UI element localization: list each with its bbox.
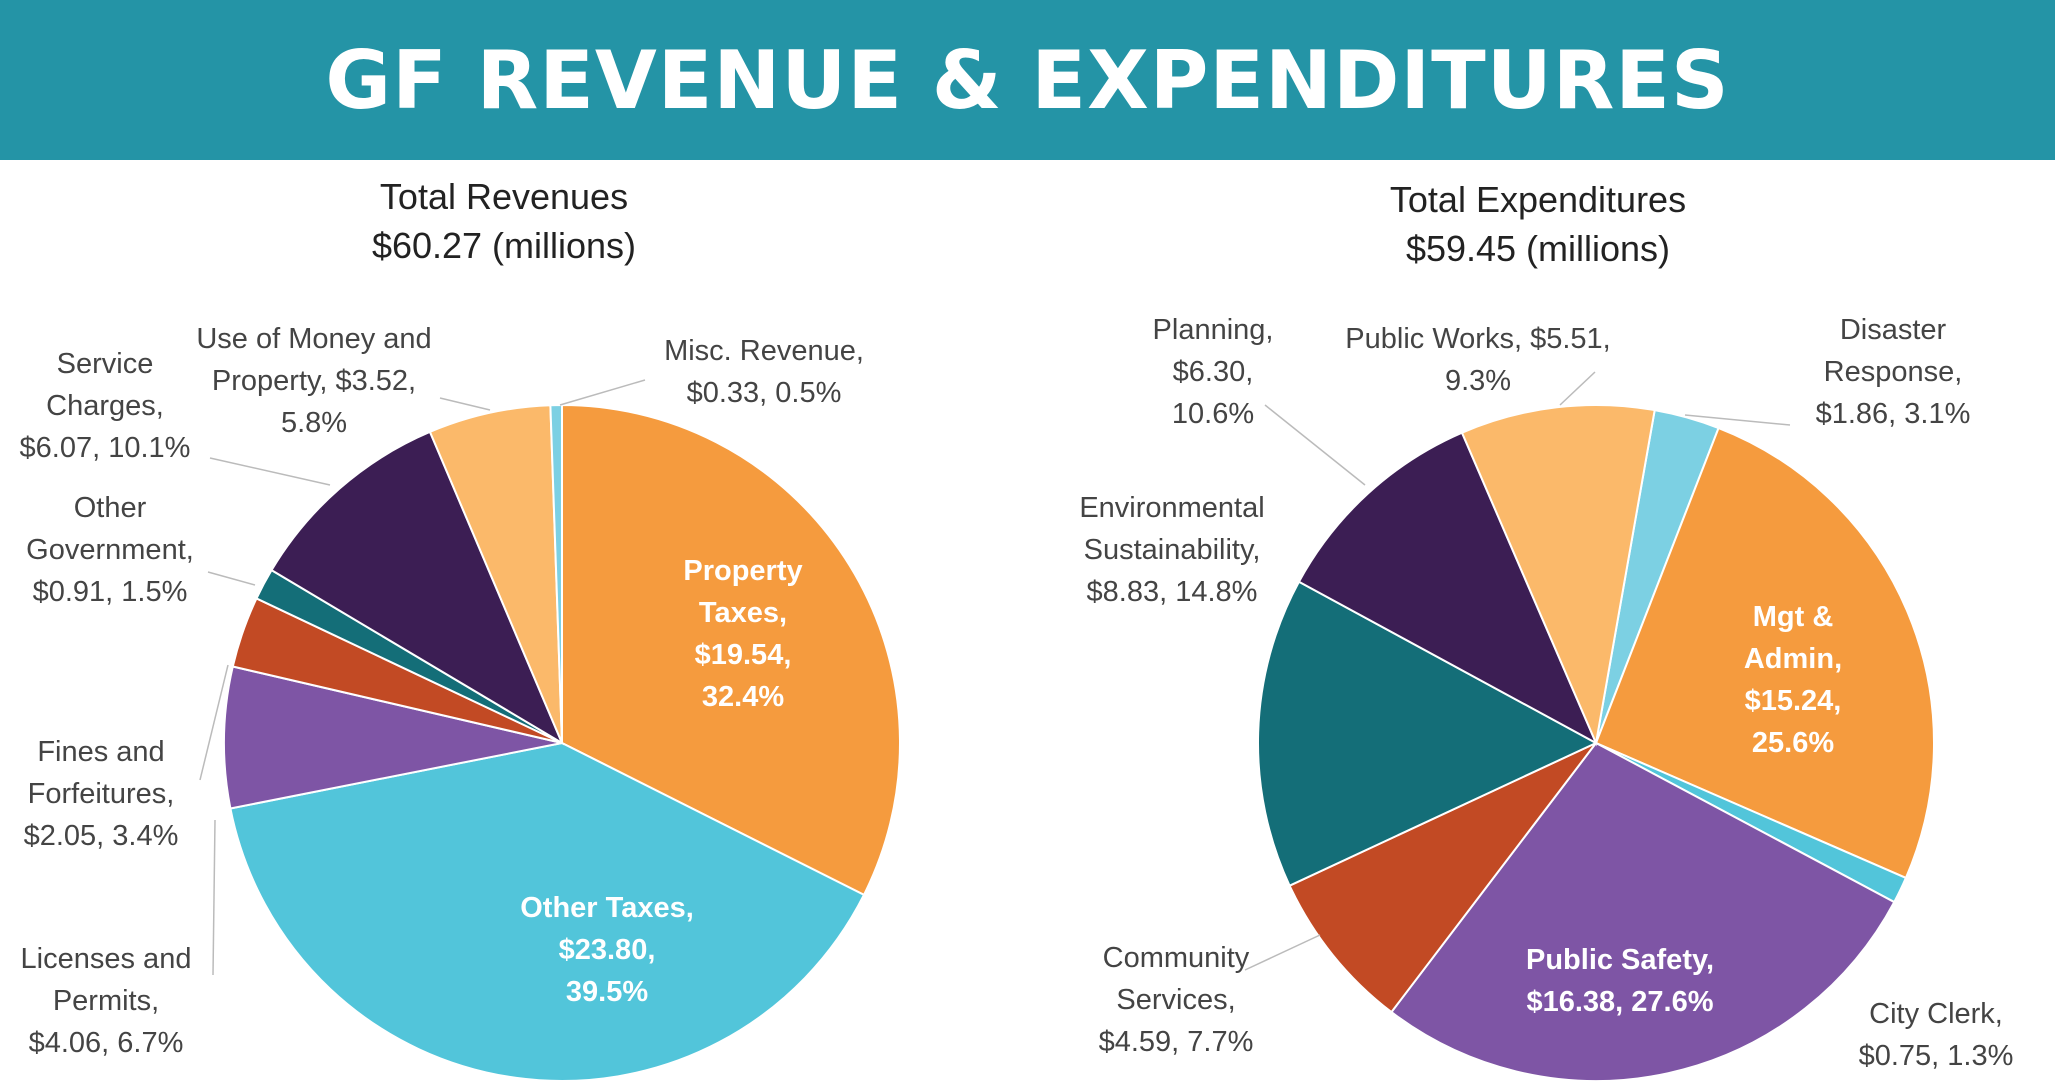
data-label-line: Disaster xyxy=(1839,314,1947,346)
data-label-line: $2.05, 3.4% xyxy=(23,820,179,852)
expenditure-chart-title: Total Expenditures $59.45 (millions) xyxy=(1390,175,1686,273)
data-label-public-works: Public Works, $5.51, 9.3% xyxy=(1345,318,1610,402)
leader-line xyxy=(1684,414,1791,426)
pie-slice-safety xyxy=(1390,741,1896,1082)
data-label-clerk: City Clerk, $0.75, 1.3% xyxy=(1859,993,2014,1077)
data-label-line: 10.6% xyxy=(1171,398,1255,430)
leader-line xyxy=(212,819,216,976)
data-label-line: 9.3% xyxy=(1444,365,1512,397)
data-label-line: City Clerk, xyxy=(1869,998,2003,1030)
data-label-line: Permits, xyxy=(52,985,160,1017)
pie-slice-env xyxy=(1257,580,1599,887)
leader-line xyxy=(1244,934,1321,971)
data-label-line: Taxes, xyxy=(698,597,788,629)
revenue-title: Total Revenues xyxy=(379,176,629,217)
leader-line xyxy=(559,379,646,406)
data-label-line: Service xyxy=(56,348,154,380)
data-label-service: Service Charges, $6.07, 10.1% xyxy=(20,343,191,469)
data-label-line: Other xyxy=(73,492,147,524)
data-label-line: $19.54, xyxy=(694,639,792,671)
data-label-other-gov: Other Government, $0.91, 1.5% xyxy=(26,487,194,613)
header-banner: GF REVENUE & EXPENDITURES xyxy=(0,0,2055,160)
pie-slice-community xyxy=(1288,742,1597,1014)
data-label-line: Admin, xyxy=(1743,643,1843,675)
pie-slice-use-money xyxy=(428,404,563,744)
leader-line xyxy=(1559,371,1596,406)
leader-line xyxy=(439,397,491,411)
data-label-line: Property, $3.52, xyxy=(211,365,417,397)
data-label-line: $23.80, xyxy=(558,934,656,966)
data-label-line: Public Safety, xyxy=(1525,944,1715,976)
revenue-total: $60.27 (millions) xyxy=(371,225,637,266)
data-label-line: Community xyxy=(1102,942,1250,974)
leader-line xyxy=(209,457,331,486)
data-label-line: Mgt & xyxy=(1752,601,1834,633)
data-label-line: $0.91, 1.5% xyxy=(32,576,188,608)
pie-slice-licenses xyxy=(223,665,563,810)
leader-line xyxy=(1264,404,1366,486)
leader-line xyxy=(207,571,256,586)
data-label-line: $1.86, 3.1% xyxy=(1815,398,1971,430)
data-label-property: Property Taxes, $19.54, 32.4% xyxy=(683,550,802,718)
data-label-line: $0.75, 1.3% xyxy=(1858,1040,2014,1072)
page-title: GF REVENUE & EXPENDITURES xyxy=(325,33,1730,127)
data-label-line: Misc. Revenue, xyxy=(664,335,864,367)
data-label-line: Government, xyxy=(26,534,194,566)
data-label-line: $6.07, 10.1% xyxy=(19,432,191,464)
data-label-line: $6.30, xyxy=(1172,356,1254,388)
expenditure-pie xyxy=(1257,404,1935,1082)
data-label-safety: Public Safety, $16.38, 27.6% xyxy=(1526,939,1714,1023)
data-label-line: 39.5% xyxy=(565,976,649,1008)
data-label-line: Response, xyxy=(1823,356,1963,388)
data-label-line: Environmental xyxy=(1079,492,1265,524)
data-label-env: Environmental Sustainability, $8.83, 14.8% xyxy=(1079,487,1264,613)
data-label-line: Fines and xyxy=(37,736,165,768)
expenditure-title: Total Expenditures xyxy=(1389,179,1687,220)
data-label-line: Planning, xyxy=(1152,314,1274,346)
data-label-line: Forfeitures, xyxy=(27,778,175,810)
data-label-line: 5.8% xyxy=(280,407,348,439)
leader-line xyxy=(199,664,229,781)
data-label-fines: Fines and Forfeitures, $2.05, 3.4% xyxy=(24,731,179,857)
data-label-planning: Planning, $6.30, 10.6% xyxy=(1153,309,1274,435)
data-label-line: Use of Money and xyxy=(196,323,432,355)
data-label-line: Other Taxes, xyxy=(520,892,694,924)
data-label-licenses: Licenses and Permits, $4.06, 6.7% xyxy=(21,938,192,1064)
data-label-line: $0.33, 0.5% xyxy=(686,377,842,409)
data-label-line: Property xyxy=(683,555,803,587)
data-label-line: Public Works, $5.51, xyxy=(1345,323,1611,355)
data-label-line: $4.06, 6.7% xyxy=(28,1027,184,1059)
data-label-community: Community Services, $4.59, 7.7% xyxy=(1099,937,1254,1063)
pie-slice-service xyxy=(270,430,565,746)
data-label-disaster: Disaster Response, $1.86, 3.1% xyxy=(1816,309,1971,435)
data-label-line: 25.6% xyxy=(1751,727,1835,759)
data-label-mgt: Mgt & Admin, $15.24, 25.6% xyxy=(1744,596,1842,764)
data-label-line: $15.24, xyxy=(1744,685,1842,717)
pie-slice-other-taxes xyxy=(229,741,866,1082)
data-label-line: Charges, xyxy=(46,390,164,422)
data-label-line: Sustainability, xyxy=(1083,534,1261,566)
data-label-line: Licenses and xyxy=(20,943,192,975)
data-label-use-money: Use of Money and Property, $3.52, 5.8% xyxy=(196,318,431,444)
data-label-line: Services, xyxy=(1116,984,1236,1016)
revenue-chart-title: Total Revenues $60.27 (millions) xyxy=(372,172,636,270)
pie-slice-planning xyxy=(1297,431,1599,746)
data-label-line: $4.59, 7.7% xyxy=(1098,1026,1254,1058)
data-label-line: $8.83, 14.8% xyxy=(1086,576,1258,608)
pie-slice-property xyxy=(561,403,901,897)
revenue-pie xyxy=(223,403,901,1082)
data-label-line: 32.4% xyxy=(701,681,785,713)
expenditure-total: $59.45 (millions) xyxy=(1405,228,1671,269)
pie-slice-public-works xyxy=(1460,404,1656,747)
pie-slice-mgt xyxy=(1594,426,1935,880)
data-label-line: $16.38, 27.6% xyxy=(1526,986,1714,1018)
data-label-other-taxes: Other Taxes, $23.80, 39.5% xyxy=(520,887,694,1013)
data-label-misc: Misc. Revenue, $0.33, 0.5% xyxy=(664,330,864,414)
